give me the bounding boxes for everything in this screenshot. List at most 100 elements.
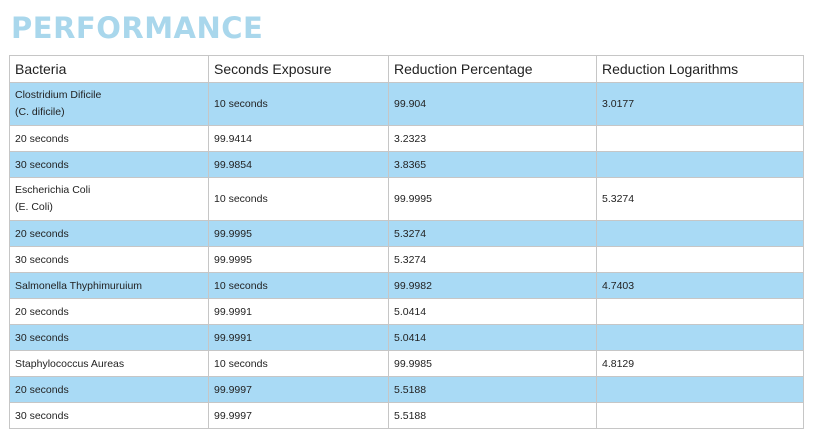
cell-seconds-exposure: 99.9995 <box>208 246 389 273</box>
cell-line: 3.8365 <box>394 158 427 171</box>
cell-text: 99.9991 <box>214 332 388 344</box>
cell-bacteria: 30 seconds <box>9 402 209 429</box>
cell-reduction-percentage: 5.0414 <box>388 324 597 351</box>
cell-text: 30 seconds <box>15 254 208 266</box>
page-title: PERFORMANCE <box>11 11 264 45</box>
cell-line: Escherichia Coli <box>15 184 91 196</box>
header-seconds-exposure: Seconds Exposure <box>208 55 389 83</box>
cell-line: 4.7403 <box>602 279 635 292</box>
cell-reduction-logarithms <box>596 220 804 247</box>
cell-text: 99.9995 <box>214 254 388 266</box>
cell-line: 10 seconds <box>214 192 268 205</box>
cell-seconds-exposure: 99.9995 <box>208 220 389 247</box>
performance-table: Bacteria Seconds Exposure Reduction Perc… <box>9 55 804 429</box>
cell-reduction-logarithms: 3.0177 <box>596 82 804 126</box>
table-row: 20 seconds 99.9414 3.2323 <box>9 125 804 152</box>
cell-text: 20 seconds <box>15 228 208 240</box>
cell-line: 20 seconds <box>15 132 69 145</box>
cell-reduction-logarithms <box>596 324 804 351</box>
cell-line: 20 seconds <box>15 227 69 240</box>
cell-text: 99.904 <box>394 96 596 113</box>
cell-line: 5.3274 <box>394 227 427 240</box>
cell-line: 99.9991 <box>214 305 252 318</box>
cell-line: 99.9997 <box>214 383 252 396</box>
cell-text: Escherichia Coli (E. Coli) <box>15 182 208 216</box>
table-header-row: Bacteria Seconds Exposure Reduction Perc… <box>9 55 804 83</box>
cell-bacteria: 20 seconds <box>9 125 209 152</box>
cell-bacteria: Salmonella Thyphimuruium <box>9 272 209 299</box>
cell-line: 99.9991 <box>214 331 252 344</box>
cell-text: 99.9997 <box>214 410 388 422</box>
cell-text: 99.9414 <box>214 133 388 145</box>
table-row: Salmonella Thyphimuruium 10 seconds 99.998… <box>9 272 804 299</box>
table-row: 30 seconds 99.9854 3.8365 <box>9 151 804 178</box>
table-row: 30 seconds 99.9995 5.3274 <box>9 246 804 273</box>
cell-line: 5.5188 <box>394 409 427 422</box>
cell-line: 99.9995 <box>214 253 252 266</box>
table-row: Staphylococcus Aureas 10 seconds 99.9985 4.… <box>9 350 804 377</box>
cell-reduction-percentage: 5.3274 <box>388 220 597 247</box>
cell-text: 5.5188 <box>394 384 596 396</box>
cell-reduction-logarithms <box>596 125 804 152</box>
cell-text: 5.5188 <box>394 410 596 422</box>
cell-line: 99.9982 <box>394 279 432 292</box>
table-row: 20 seconds 99.9995 5.3274 <box>9 220 804 247</box>
cell-line: 20 seconds <box>15 305 69 318</box>
cell-bacteria: 20 seconds <box>9 220 209 247</box>
cell-line: 30 seconds <box>15 158 69 171</box>
cell-line: 5.3274 <box>394 253 427 266</box>
cell-reduction-percentage: 5.3274 <box>388 246 597 273</box>
cell-line: 20 seconds <box>15 383 69 396</box>
cell-reduction-percentage: 5.0414 <box>388 298 597 325</box>
cell-text: 10 seconds <box>214 280 388 292</box>
cell-line: 99.9995 <box>214 227 252 240</box>
cell-bacteria: 20 seconds <box>9 376 209 403</box>
cell-text: Salmonella Thyphimuruium <box>15 280 208 292</box>
cell-seconds-exposure: 10 seconds <box>208 82 389 126</box>
cell-text: 3.2323 <box>394 133 596 145</box>
cell-line: 30 seconds <box>15 331 69 344</box>
cell-reduction-logarithms <box>596 151 804 178</box>
cell-text: 5.3274 <box>602 191 803 208</box>
cell-line: Staphylococcus Aureas <box>15 357 125 370</box>
cell-seconds-exposure: 99.9991 <box>208 298 389 325</box>
cell-line: 99.9997 <box>214 409 252 422</box>
cell-reduction-logarithms: 4.8129 <box>596 350 804 377</box>
cell-reduction-percentage: 99.9985 <box>388 350 597 377</box>
cell-text: 20 seconds <box>15 306 208 318</box>
cell-line: 5.5188 <box>394 383 427 396</box>
cell-line: 3.0177 <box>602 97 635 110</box>
cell-line: Clostridium Dificile <box>15 89 102 101</box>
cell-line: 10 seconds <box>214 279 268 292</box>
cell-reduction-percentage: 3.8365 <box>388 151 597 178</box>
cell-text: Clostridium Dificile (C. dificile) <box>15 87 208 121</box>
cell-text: 99.9985 <box>394 358 596 370</box>
cell-seconds-exposure: 99.9997 <box>208 402 389 429</box>
cell-reduction-percentage: 5.5188 <box>388 376 597 403</box>
table-row: 30 seconds 99.9997 5.5188 <box>9 402 804 429</box>
cell-text: 10 seconds <box>214 96 388 113</box>
cell-reduction-logarithms <box>596 402 804 429</box>
cell-seconds-exposure: 10 seconds <box>208 350 389 377</box>
cell-text: 30 seconds <box>15 159 208 171</box>
cell-line: 5.3274 <box>602 192 635 205</box>
cell-seconds-exposure: 99.9997 <box>208 376 389 403</box>
cell-line: 99.9414 <box>214 132 252 145</box>
cell-text: 10 seconds <box>214 358 388 370</box>
cell-text: 5.0414 <box>394 306 596 318</box>
cell-line: 99.904 <box>394 97 427 110</box>
cell-text: 5.3274 <box>394 254 596 266</box>
cell-bacteria: Staphylococcus Aureas <box>9 350 209 377</box>
table-row: Escherichia Coli (E. Coli) 10 seconds 99.99… <box>9 177 804 221</box>
cell-text: 3.8365 <box>394 159 596 171</box>
cell-line: 30 seconds <box>15 253 69 266</box>
table-row: 20 seconds 99.9991 5.0414 <box>9 298 804 325</box>
cell-line: 99.9854 <box>214 158 252 171</box>
cell-seconds-exposure: 10 seconds <box>208 177 389 221</box>
header-reduction-percentage: Reduction Percentage <box>388 55 597 83</box>
cell-line: 10 seconds <box>214 97 268 110</box>
cell-bacteria: 20 seconds <box>9 298 209 325</box>
cell-text: 99.9995 <box>394 191 596 208</box>
cell-line: 5.0414 <box>394 331 427 344</box>
header-bacteria: Bacteria <box>9 55 209 83</box>
